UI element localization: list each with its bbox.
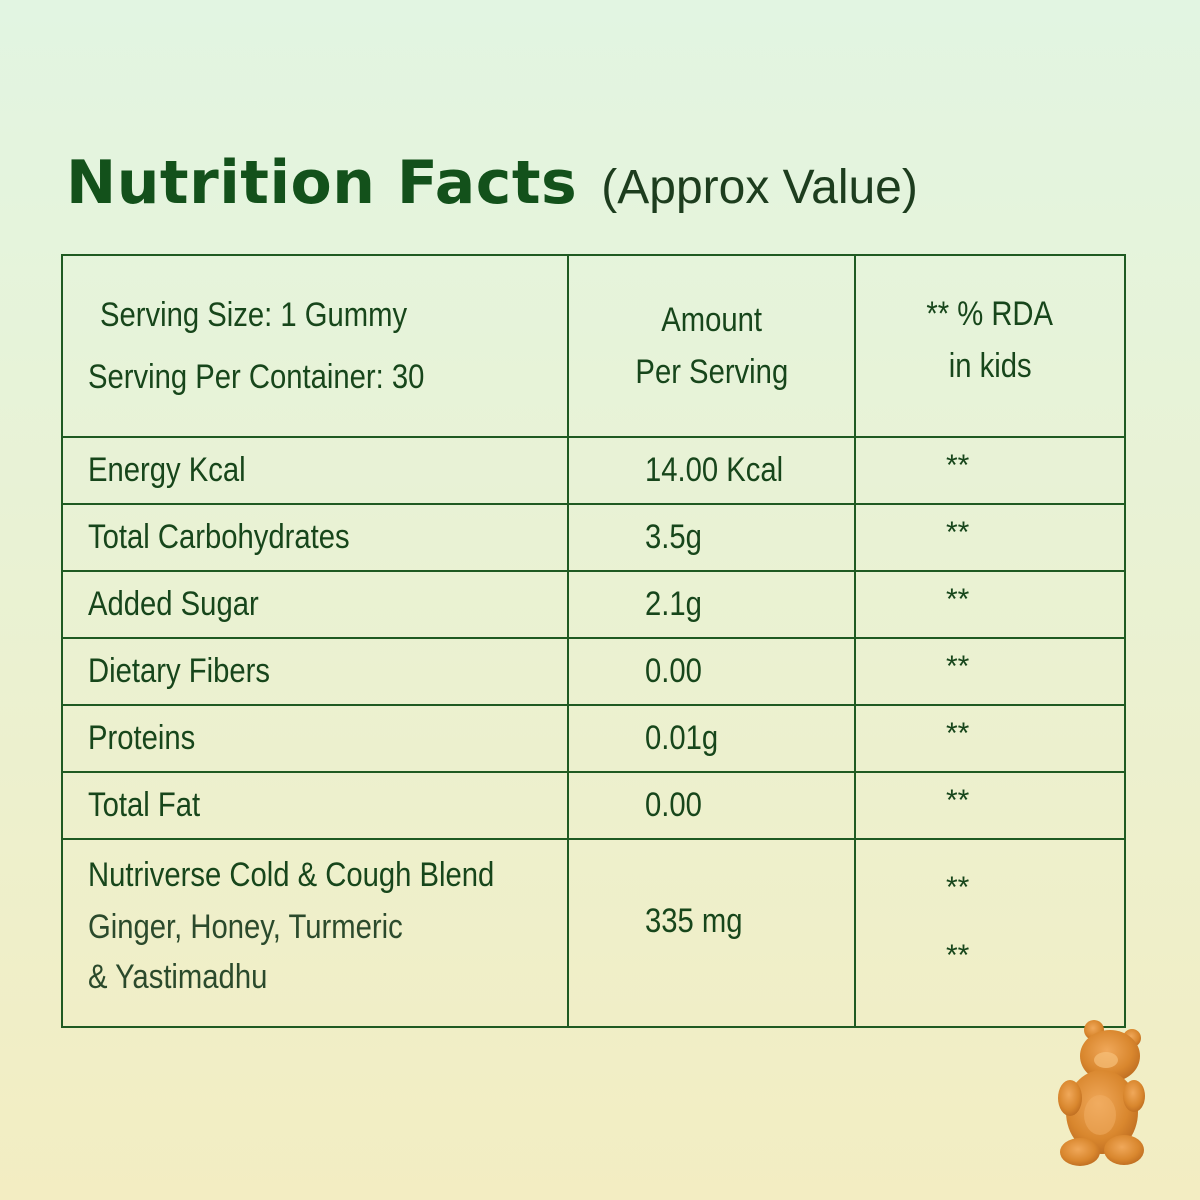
- table-row: Total Carbohydrates 3.5g **: [61, 503, 1126, 572]
- nutrient-rda: **: [946, 650, 970, 683]
- nutrient-rda: **: [946, 583, 970, 616]
- blend-amount-cell: 335 mg: [567, 826, 856, 1016]
- nutrient-label: Energy Kcal: [88, 451, 246, 489]
- servings-per-container: Serving Per Container: 30: [88, 358, 425, 396]
- nutrition-table: Serving Size: 1 Gummy Serving Per Contai…: [61, 248, 1126, 1028]
- nutrient-label: Dietary Fibers: [88, 652, 270, 690]
- table-row: Proteins 0.01g **: [61, 704, 1126, 773]
- amount-header-cell: Amount Per Serving: [567, 254, 856, 438]
- nutrient-amount: 3.5g: [645, 518, 702, 556]
- blend-ingredients-line2: & Yastimadhu: [88, 958, 268, 996]
- serving-info-cell: Serving Size: 1 Gummy Serving Per Contai…: [61, 254, 569, 438]
- nutrient-rda: **: [946, 449, 970, 482]
- blend-cell: Nutriverse Cold & Cough Blend Ginger, Ho…: [61, 838, 569, 1028]
- blend-amount: 335 mg: [645, 901, 743, 940]
- nutrient-amount: 0.00: [645, 786, 702, 824]
- blend-rda-cell: ** **: [854, 838, 1126, 1028]
- rda-header-line2: in kids: [948, 347, 1032, 385]
- nutrient-amount: 14.00 Kcal: [645, 451, 784, 489]
- blend-rda-2: **: [946, 939, 970, 972]
- nutrient-label: Added Sugar: [88, 585, 259, 623]
- nutrient-amount: 0.00: [645, 652, 702, 690]
- gummy-bear-icon: [1058, 1020, 1145, 1166]
- title-sub: (Approx Value): [601, 161, 918, 214]
- page-title: Nutrition Facts (Approx Value): [66, 148, 918, 228]
- nutrient-rda: **: [946, 717, 970, 750]
- nutrient-amount: 0.01g: [645, 719, 719, 757]
- title-main: Nutrition Facts: [66, 148, 578, 218]
- serving-size: Serving Size: 1 Gummy: [100, 296, 408, 334]
- table-header-row: Serving Size: 1 Gummy Serving Per Contai…: [61, 248, 1126, 438]
- blend-row: Nutriverse Cold & Cough Blend Ginger, Ho…: [61, 826, 1126, 1028]
- blend-title: Nutriverse Cold & Cough Blend: [88, 856, 495, 894]
- amount-header-line2: Per Serving: [635, 353, 788, 391]
- table-row: Total Fat 0.00 **: [61, 771, 1126, 840]
- nutrient-label: Total Carbohydrates: [88, 518, 350, 556]
- table-row: Energy Kcal 14.00 Kcal **: [61, 436, 1126, 505]
- blend-rda-1: **: [946, 871, 970, 904]
- nutrient-amount: 2.1g: [645, 585, 702, 623]
- nutrient-label: Proteins: [88, 719, 196, 757]
- rda-header-cell: ** % RDA in kids: [854, 248, 1126, 432]
- nutrient-rda: **: [946, 516, 970, 549]
- nutrient-label: Total Fat: [88, 786, 201, 824]
- table-row: Dietary Fibers 0.00 **: [61, 637, 1126, 706]
- blend-ingredients-line1: Ginger, Honey, Turmeric: [88, 908, 403, 946]
- nutrient-rda: **: [946, 784, 970, 817]
- rda-header-line1: ** % RDA: [926, 295, 1054, 333]
- amount-header-line1: Amount: [661, 301, 762, 339]
- table-row: Added Sugar 2.1g **: [61, 570, 1126, 639]
